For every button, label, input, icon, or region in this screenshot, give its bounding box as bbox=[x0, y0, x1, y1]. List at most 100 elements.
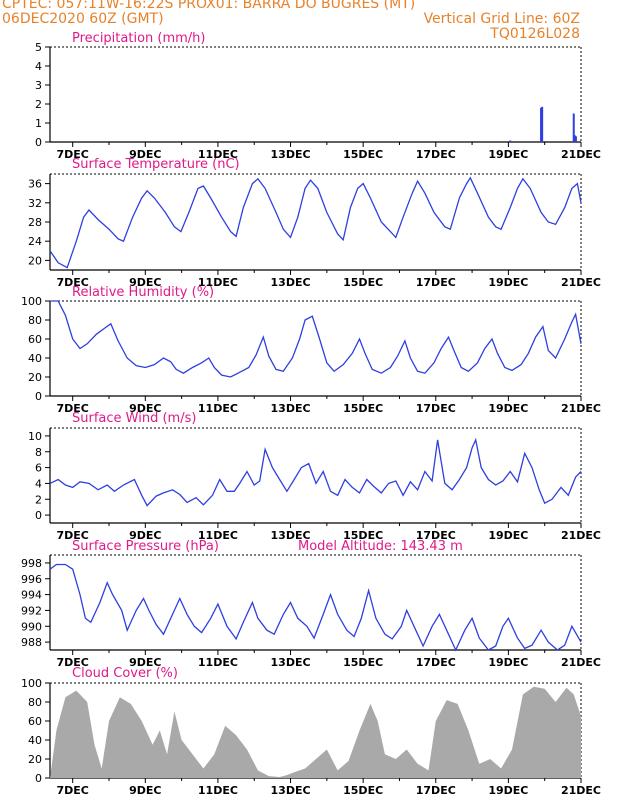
pressure-x-tick-label: 7DEC bbox=[57, 656, 89, 669]
rh-y-tick-label: 0 bbox=[35, 390, 42, 403]
cloud-y-tick-label: 20 bbox=[28, 753, 42, 766]
cloud-title: Cloud Cover (%) bbox=[72, 666, 178, 681]
wind-title: Surface Wind (m/s) bbox=[72, 411, 196, 426]
model-altitude-label: Model Altitude: 143.43 m bbox=[298, 539, 463, 554]
precip-y-tick-label: 3 bbox=[35, 79, 42, 92]
precip-y-tick-label: 1 bbox=[35, 117, 42, 130]
precip-bar bbox=[573, 135, 576, 142]
wind-y-tick-label: 0 bbox=[35, 509, 42, 522]
rh-title: Relative Humidity (%) bbox=[72, 285, 214, 300]
temp-x-tick-label: 11DEC bbox=[198, 276, 238, 289]
cloud-x-tick-label: 21DEC bbox=[561, 784, 601, 797]
temp-y-tick-label: 20 bbox=[28, 254, 42, 267]
rh-y-tick-label: 40 bbox=[28, 352, 42, 365]
header-grid-line: Vertical Grid Line: 60Z bbox=[423, 11, 580, 27]
pressure-x-tick-label: 17DEC bbox=[416, 656, 456, 669]
wind-y-tick-label: 10 bbox=[28, 430, 42, 443]
temp-x-tick-label: 21DEC bbox=[561, 276, 601, 289]
precip-x-tick-label: 21DEC bbox=[561, 148, 601, 161]
temp-x-tick-label: 19DEC bbox=[488, 276, 528, 289]
precip-x-tick-label: 17DEC bbox=[416, 148, 456, 161]
precip-y-tick-label: 2 bbox=[35, 98, 42, 111]
precip-x-tick-label: 15DEC bbox=[343, 148, 383, 161]
temp-y-tick-label: 36 bbox=[28, 178, 42, 191]
precip-x-tick-label: 19DEC bbox=[488, 148, 528, 161]
wind-y-tick-label: 4 bbox=[35, 477, 42, 490]
precip-y-tick-label: 4 bbox=[35, 60, 42, 73]
precip-bar bbox=[574, 136, 577, 142]
wind-y-tick-label: 8 bbox=[35, 446, 42, 459]
pressure-x-tick-label: 21DEC bbox=[561, 656, 601, 669]
cloud-x-tick-label: 9DEC bbox=[129, 784, 161, 797]
wind-x-tick-label: 17DEC bbox=[416, 529, 456, 542]
cloud-x-tick-label: 19DEC bbox=[488, 784, 528, 797]
wind-x-tick-label: 19DEC bbox=[488, 529, 528, 542]
precip-x-tick-label: 9DEC bbox=[129, 148, 161, 161]
pressure-y-tick-label: 998 bbox=[21, 557, 42, 570]
temp-y-tick-label: 24 bbox=[28, 235, 42, 248]
cloud-y-tick-label: 40 bbox=[28, 734, 42, 747]
temp-x-tick-label: 15DEC bbox=[343, 276, 383, 289]
rh-x-tick-label: 15DEC bbox=[343, 402, 383, 415]
precip-title: Precipitation (mm/h) bbox=[72, 31, 205, 46]
pressure-x-tick-label: 11DEC bbox=[198, 656, 238, 669]
pressure-x-tick-label: 9DEC bbox=[129, 656, 161, 669]
pressure-series-line bbox=[49, 563, 582, 652]
temp-x-tick-label: 17DEC bbox=[416, 276, 456, 289]
cloud-x-tick-label: 11DEC bbox=[198, 784, 238, 797]
precip-bar bbox=[540, 107, 543, 142]
rh-x-tick-label: 17DEC bbox=[416, 402, 456, 415]
rh-y-tick-label: 20 bbox=[28, 371, 42, 384]
wind-x-tick-label: 9DEC bbox=[129, 529, 161, 542]
rh-x-tick-label: 19DEC bbox=[488, 402, 528, 415]
precip-x-tick-label: 13DEC bbox=[271, 148, 311, 161]
wind-y-tick-label: 6 bbox=[35, 462, 42, 475]
precip-x-tick-label: 7DEC bbox=[57, 148, 89, 161]
cloud-x-tick-label: 15DEC bbox=[343, 784, 383, 797]
rh-series-line bbox=[50, 300, 582, 378]
precip-bar bbox=[541, 106, 544, 142]
precip-bar bbox=[572, 113, 575, 142]
wind-series-line bbox=[49, 437, 582, 507]
cloud-x-tick-label: 7DEC bbox=[57, 784, 89, 797]
precip-y-tick-label: 0 bbox=[35, 136, 42, 149]
pressure-y-tick-label: 988 bbox=[21, 636, 42, 649]
cloud-y-tick-label: 100 bbox=[21, 677, 42, 690]
wind-x-tick-label: 7DEC bbox=[57, 529, 89, 542]
wind-x-tick-label: 13DEC bbox=[271, 529, 311, 542]
wind-x-tick-label: 11DEC bbox=[198, 529, 238, 542]
wind-y-tick-label: 2 bbox=[35, 493, 42, 506]
pressure-title: Surface Pressure (hPa) bbox=[72, 539, 219, 554]
precip-x-tick-label: 11DEC bbox=[198, 148, 238, 161]
temp-x-tick-label: 9DEC bbox=[129, 276, 161, 289]
cloud-y-tick-label: 0 bbox=[35, 772, 42, 785]
pressure-x-tick-label: 19DEC bbox=[488, 656, 528, 669]
pressure-x-tick-label: 15DEC bbox=[343, 656, 383, 669]
pressure-y-tick-label: 990 bbox=[21, 620, 42, 633]
cloud-area bbox=[50, 686, 581, 778]
header-model: TQ0126L028 bbox=[490, 26, 580, 42]
precip-bar bbox=[509, 140, 512, 142]
pressure-y-tick-label: 994 bbox=[21, 589, 42, 602]
wind-x-tick-label: 21DEC bbox=[561, 529, 601, 542]
pressure-x-tick-label: 13DEC bbox=[271, 656, 311, 669]
rh-y-tick-label: 100 bbox=[21, 295, 42, 308]
cloud-y-tick-label: 60 bbox=[28, 715, 42, 728]
cloud-x-tick-label: 17DEC bbox=[416, 784, 456, 797]
rh-y-tick-label: 80 bbox=[28, 314, 42, 327]
temp-y-tick-label: 32 bbox=[28, 197, 42, 210]
temp-y-tick-label: 28 bbox=[28, 216, 42, 229]
precip-y-tick-label: 5 bbox=[35, 41, 42, 54]
cloud-y-tick-label: 80 bbox=[28, 696, 42, 709]
rh-x-tick-label: 21DEC bbox=[561, 402, 601, 415]
wind-x-tick-label: 15DEC bbox=[343, 529, 383, 542]
temp-title: Surface Temperature (nC) bbox=[72, 157, 240, 172]
pressure-y-tick-label: 992 bbox=[21, 604, 42, 617]
rh-y-tick-label: 60 bbox=[28, 333, 42, 346]
rh-x-tick-label: 11DEC bbox=[198, 402, 238, 415]
temp-x-tick-label: 13DEC bbox=[271, 276, 311, 289]
rh-x-tick-label: 7DEC bbox=[57, 402, 89, 415]
rh-x-tick-label: 9DEC bbox=[129, 402, 161, 415]
temp-x-tick-label: 7DEC bbox=[57, 276, 89, 289]
